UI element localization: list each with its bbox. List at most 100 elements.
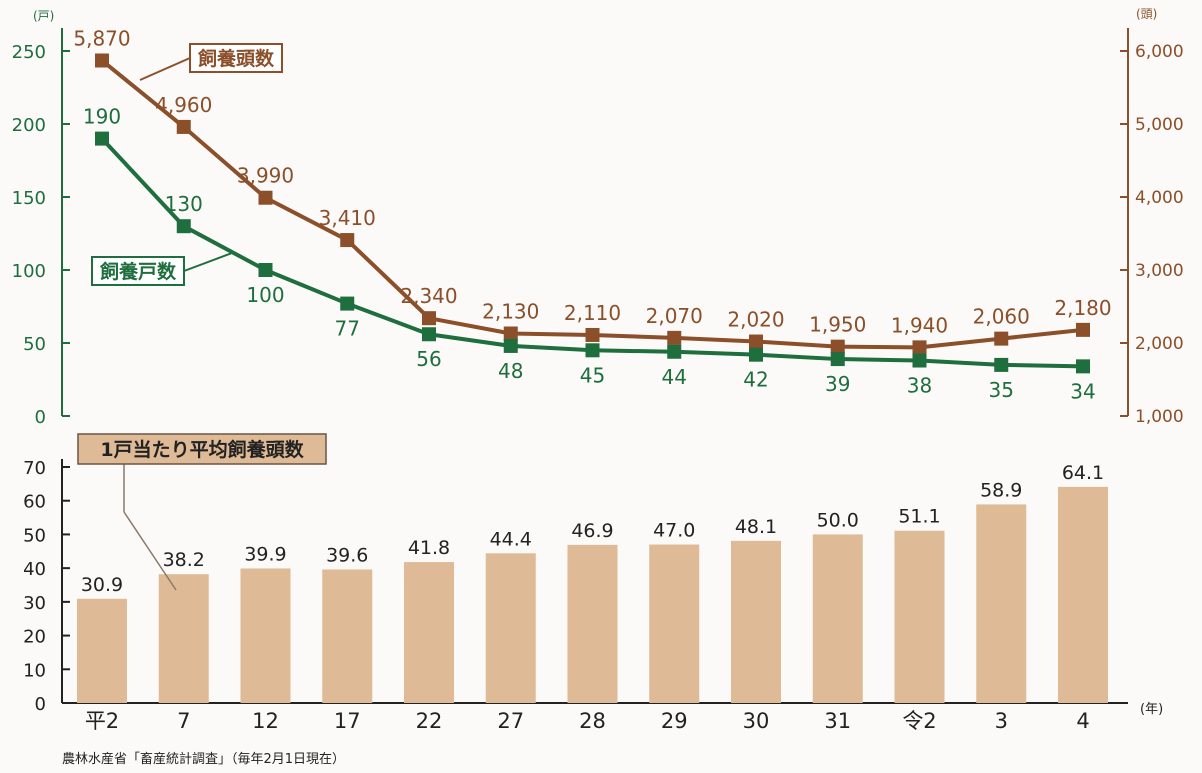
data-point <box>503 338 518 353</box>
legend-leader-farm <box>183 252 233 272</box>
bar <box>404 562 454 703</box>
data-label: 48 <box>498 359 523 383</box>
left-tick-label: 0 <box>35 407 46 428</box>
data-point <box>258 263 273 277</box>
data-label: 38 <box>907 374 932 398</box>
right-tick-label: 5,000 <box>1135 115 1184 135</box>
data-point <box>585 343 600 358</box>
data-label: 100 <box>246 283 284 307</box>
data-label: 2,110 <box>564 301 621 325</box>
data-point <box>830 339 845 354</box>
data-label: 2,340 <box>400 284 457 308</box>
bar <box>158 574 209 703</box>
x-tick-label: 7 <box>177 709 190 733</box>
x-tick-label: 17 <box>334 709 361 733</box>
left-axis-unit: (戸) <box>33 9 54 23</box>
data-point <box>912 340 927 355</box>
data-label: 2,130 <box>482 300 539 324</box>
bar <box>894 530 945 703</box>
data-label: 5,870 <box>73 26 130 50</box>
bar-value-label: 44.4 <box>490 528 532 550</box>
legend-label-farm: 飼養戸数 <box>99 260 177 283</box>
x-axis-unit: (年) <box>1140 702 1163 717</box>
x-tick-label: 令2 <box>902 709 936 733</box>
data-point <box>422 311 436 326</box>
data-label: 3,990 <box>237 164 294 188</box>
bar <box>1058 486 1108 703</box>
right-axis-unit: (頭) <box>1136 7 1157 21</box>
bar-value-label: 64.1 <box>1062 462 1104 484</box>
bar-value-label: 39.9 <box>244 543 286 565</box>
bar-y-tick-label: 30 <box>23 593 46 614</box>
data-label: 77 <box>335 317 360 341</box>
data-label: 44 <box>662 365 687 389</box>
data-point <box>176 219 191 234</box>
bar <box>976 504 1027 703</box>
x-tick-label: 平2 <box>85 709 119 733</box>
data-label: 1,940 <box>891 313 948 337</box>
data-point <box>830 352 845 367</box>
data-point <box>994 357 1009 372</box>
x-tick-label: 31 <box>824 709 851 733</box>
left-tick-label: 100 <box>12 261 46 282</box>
data-point <box>340 233 355 248</box>
bar-value-label: 48.1 <box>735 516 777 538</box>
data-label: 2,070 <box>646 304 703 328</box>
data-label: 2,060 <box>973 305 1030 329</box>
bar <box>731 540 781 703</box>
data-label: 190 <box>83 105 121 129</box>
legend-leader-head <box>139 57 191 81</box>
data-point <box>422 327 436 342</box>
bar-y-tick-label: 50 <box>23 525 46 546</box>
bar-legend-box <box>77 433 327 465</box>
right-tick-label: 3,000 <box>1135 261 1184 281</box>
data-label: 56 <box>416 347 441 371</box>
data-point <box>1076 359 1090 374</box>
left-tick-label: 200 <box>12 115 46 136</box>
bar-y-tick-label: 70 <box>23 458 46 479</box>
data-label: 3,410 <box>319 206 376 230</box>
data-point <box>258 190 273 205</box>
right-tick-label: 1,000 <box>1135 407 1184 427</box>
data-point <box>95 53 109 68</box>
source-note: 農林水産省「畜産統計調査」（毎年2月1日現在） <box>62 752 346 767</box>
legend-label-head: 飼養頭数 <box>197 47 275 70</box>
bar-y-tick-label: 40 <box>23 559 46 580</box>
x-tick-label: 28 <box>579 709 606 733</box>
data-point <box>994 331 1009 346</box>
data-label: 45 <box>580 363 605 387</box>
data-label: 39 <box>825 372 850 396</box>
legend-box-farm <box>91 256 185 286</box>
left-tick-label: 50 <box>23 334 46 355</box>
bar-value-label: 47.0 <box>653 520 695 542</box>
data-label: 4,960 <box>155 93 212 117</box>
bar-y-tick-label: 10 <box>23 660 46 681</box>
data-label: 42 <box>743 368 768 392</box>
data-label: 2,180 <box>1054 296 1111 320</box>
bar <box>485 553 536 703</box>
bar-value-label: 58.9 <box>980 479 1022 501</box>
x-tick-label: 22 <box>416 709 443 733</box>
right-tick-label: 6,000 <box>1135 42 1184 62</box>
data-label: 2,020 <box>727 308 784 332</box>
bar-value-label: 51.1 <box>898 506 940 528</box>
x-tick-label: 4 <box>1076 709 1089 733</box>
bar-value-label: 30.9 <box>81 574 123 596</box>
data-point <box>176 119 191 134</box>
data-point <box>1076 322 1090 337</box>
data-point <box>95 131 109 146</box>
bar-value-label: 39.6 <box>326 544 368 566</box>
x-tick-label: 27 <box>497 709 524 733</box>
right-tick-label: 2,000 <box>1135 334 1184 354</box>
bar-legend-leader <box>123 511 177 591</box>
left-tick-label: 250 <box>12 42 46 63</box>
left-tick-label: 150 <box>12 188 46 209</box>
data-label: 34 <box>1070 379 1095 403</box>
bar-y-tick-label: 60 <box>23 492 46 513</box>
data-point <box>749 347 763 362</box>
bar <box>812 534 863 703</box>
bar <box>77 598 127 703</box>
x-tick-label: 3 <box>995 709 1008 733</box>
right-tick-label: 4,000 <box>1135 188 1184 208</box>
